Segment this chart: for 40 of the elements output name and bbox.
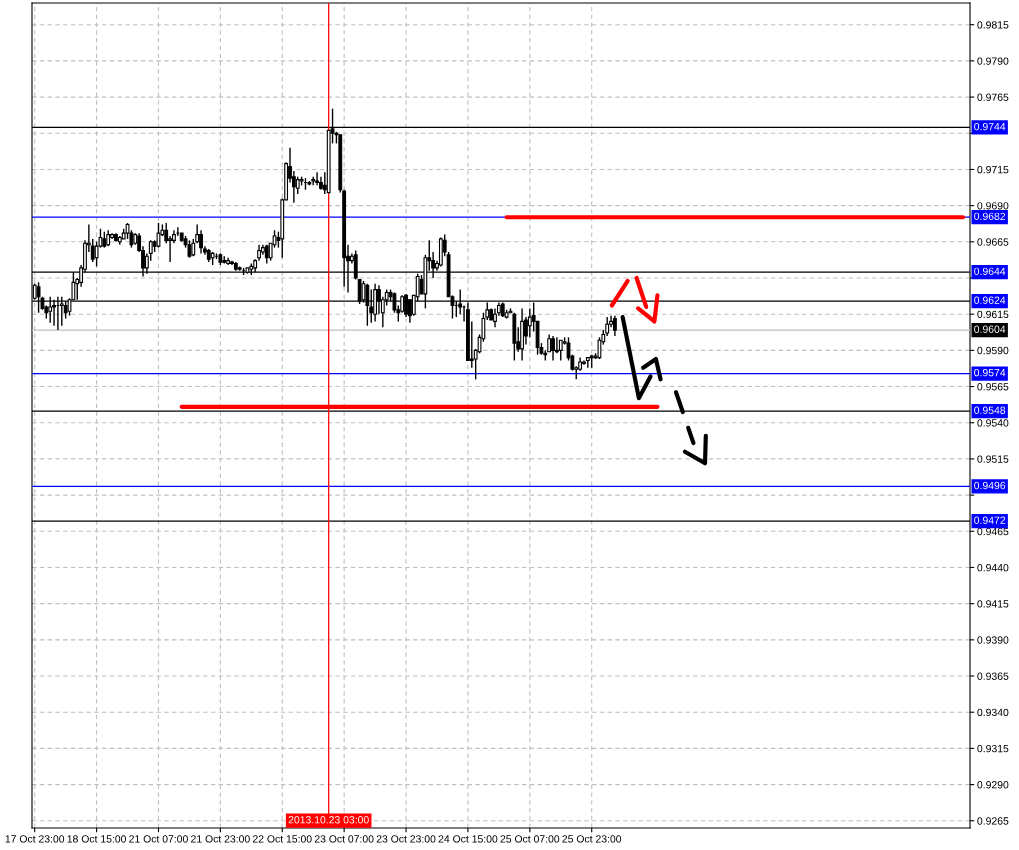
ref-line-label: 0.9604 (974, 325, 1006, 333)
ref-line-label: 0.9472 (974, 516, 1006, 524)
x-tick-label: 18 Oct 15:00 (67, 835, 127, 843)
y-tick-label: 0.9665 (977, 238, 1009, 246)
x-tick-label: 23 Oct 07:00 (314, 835, 374, 843)
y-tick-label: 0.9315 (977, 744, 1009, 753)
ref-line-label: 0.9548 (974, 406, 1006, 414)
x-tick-label: 21 Oct 07:00 (129, 835, 188, 843)
x-tick-label: 25 Oct 07:00 (500, 835, 560, 843)
y-tick-label: 0.9540 (977, 419, 1009, 427)
ref-line-label: 0.9744 (974, 122, 1006, 131)
y-tick-label: 0.9715 (977, 165, 1009, 174)
x-tick-label: 23 Oct 23:00 (376, 835, 436, 843)
ref-line-label: 0.9682 (974, 212, 1006, 221)
y-tick-label: 0.9415 (977, 600, 1009, 608)
y-tick-label: 0.9565 (977, 383, 1009, 391)
x-tick-label: 24 Oct 15:00 (438, 835, 498, 843)
annotation: 2013.10.23 03:00 (288, 816, 369, 824)
ref-line-label: 0.9496 (974, 481, 1006, 490)
y-tick-label: 0.9690 (977, 202, 1009, 210)
y-tick-label: 0.9290 (977, 781, 1009, 789)
y-tick-label: 0.9615 (977, 310, 1009, 319)
y-tick-label: 0.9440 (977, 563, 1009, 572)
y-tick-label: 0.9265 (977, 817, 1009, 825)
y-tick-label: 0.9390 (977, 636, 1009, 644)
y-tick-label: 0.9365 (977, 672, 1009, 680)
y-tick-label: 0.9340 (977, 708, 1009, 717)
y-tick-label: 0.9790 (977, 57, 1009, 65)
y-tick-label: 0.9765 (977, 93, 1009, 101)
y-tick-label: 0.9815 (977, 21, 1009, 29)
x-tick-label: 25 Oct 23:00 (562, 835, 622, 843)
x-tick-label: 17 Oct 23:00 (5, 835, 65, 843)
ref-line-label: 0.9624 (974, 296, 1006, 304)
x-tick-label: 22 Oct 15:00 (252, 835, 312, 843)
y-tick-label: 0.9465 (977, 527, 1009, 536)
ref-line-label: 0.9644 (974, 267, 1006, 276)
y-tick-label: 0.9590 (977, 346, 1009, 355)
x-tick-label: 21 Oct 23:00 (191, 835, 250, 843)
ref-line-label: 0.9574 (974, 368, 1006, 377)
y-tick-label: 0.9515 (977, 455, 1009, 463)
